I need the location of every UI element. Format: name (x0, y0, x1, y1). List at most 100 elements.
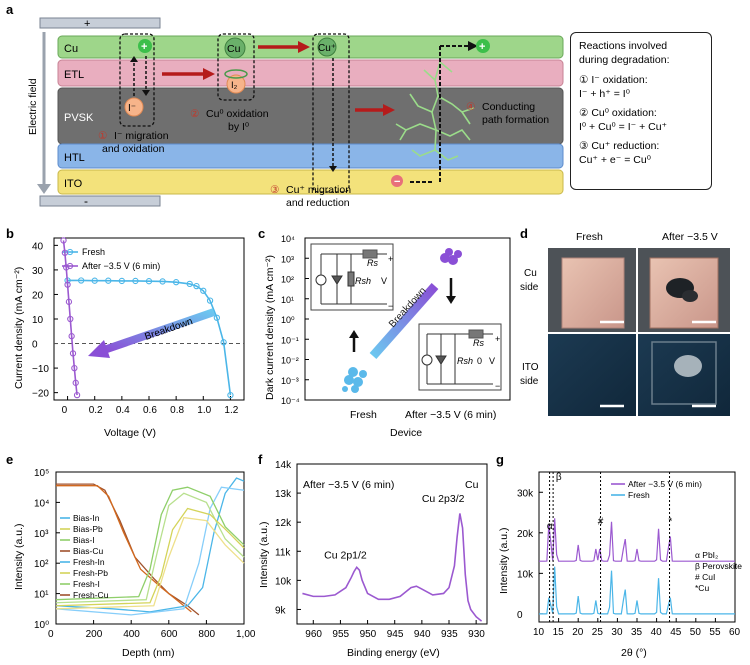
b-point (227, 391, 234, 399)
hole-sign: + (141, 41, 147, 53)
g-xtick-label: 20 (572, 627, 584, 638)
g-marker-legend: # CuI (695, 572, 715, 582)
panel-c-chart: 10⁴ 10³ 10² 10¹ 10⁰ 10⁻¹ 10⁻² 10⁻³ 10⁻⁴ Dark cur… (264, 234, 511, 439)
g-marker: * (668, 517, 672, 528)
cu-plus-atom (317, 37, 337, 57)
e-xtick-label: 800 (198, 629, 215, 640)
b-ytick-label: −20 (32, 389, 49, 400)
e-ytick-label: 10² (34, 559, 49, 570)
hole-circle-2 (476, 39, 490, 53)
b-point (118, 277, 126, 285)
bottom-electrode (39, 195, 161, 207)
b-breakdown-arrowhead (88, 340, 110, 358)
f-xtick-label: 945 (387, 629, 404, 640)
step2-num: ② (190, 108, 200, 120)
c-xcat-after: After −3.5 V (6 min) (405, 409, 496, 421)
c-fresh-cluster (342, 367, 367, 393)
g-marker: α (547, 521, 553, 532)
b-point (145, 278, 153, 285)
c2-zero: 0 (477, 356, 482, 366)
e-xtick-label: 200 (86, 629, 103, 640)
c2-rs: Rs (473, 338, 484, 348)
step2-box (217, 33, 255, 101)
b-point (60, 237, 67, 244)
reactions-box: Reactions involved during degradation: ①… (570, 32, 712, 190)
c-down-arrowhead (446, 296, 456, 304)
step4-num: ④ (466, 101, 476, 113)
hole-sign-2: + (479, 41, 485, 53)
b-point (67, 315, 74, 323)
iodide-up-arrowhead (130, 56, 138, 62)
b-xtick-label: 0.4 (116, 405, 130, 416)
c2-minus: − (495, 381, 500, 391)
d-row-ito-2: side (520, 376, 539, 387)
g-xtick-label: 45 (670, 627, 682, 638)
c2-plus: + (495, 334, 500, 344)
c-xlabel: Device (390, 427, 422, 439)
e-curve-3 (55, 486, 245, 616)
hole-down-arrowhead (142, 90, 150, 96)
c-ytick-label: 10⁰ (281, 315, 295, 325)
g-legend-label: After −3.5 V (6 min) (628, 479, 702, 489)
c-ytick-label: 10⁻² (281, 356, 299, 366)
d-col-after: After −3.5 V (662, 231, 718, 243)
f-ylabel: Intensity (a.u.) (258, 521, 270, 588)
c-ytick-label: 10⁻³ (281, 376, 299, 386)
iodide-circle (124, 97, 144, 117)
b-point (91, 277, 98, 284)
d-damage-spot-2 (682, 290, 698, 302)
g-xtick-label: 15 (553, 627, 565, 638)
c-ytick-label: 10⁴ (281, 234, 295, 244)
layer-etl (57, 59, 564, 87)
dendrite-path (395, 61, 475, 161)
g-marker: β (556, 472, 562, 483)
b-point (63, 264, 70, 271)
path-arrowhead (468, 41, 478, 51)
d-ito-outline (651, 341, 717, 405)
b-point (72, 379, 79, 386)
reaction-3-title: ③ Cu⁺ reduction: (579, 140, 660, 152)
e-xtick-label: 600 (161, 629, 178, 640)
f-ytick-label: 10k (275, 576, 292, 587)
b-ytick-label: 30 (32, 266, 44, 277)
f-ytick-label: 12k (275, 518, 292, 529)
reaction-1-title: ① I⁻ oxidation: (579, 74, 648, 86)
e-ytick-label: 10¹ (34, 590, 49, 601)
e-legend-label: Bias-Pb (73, 524, 103, 534)
e-legend-label: Fresh-Pb (73, 568, 108, 578)
cu-plus-down-arrowhead (329, 166, 337, 172)
b-series-1 (62, 240, 78, 396)
d-ito-spot (674, 355, 702, 377)
c-ytick-label: 10² (281, 275, 294, 285)
b-point (61, 249, 69, 256)
b-point (159, 278, 166, 285)
step3-text2: and reduction (286, 197, 350, 209)
c-circuit-after (418, 323, 502, 391)
g-ytick-label: 20k (517, 529, 534, 540)
b-point (64, 281, 71, 288)
i2-orbit (224, 69, 248, 79)
g-xlabel: 2θ (°) (621, 647, 647, 659)
g-marker: # (598, 517, 604, 528)
f-peak-label-1: Cu 2p1/2 (324, 550, 367, 562)
b-point (105, 277, 112, 284)
panel-label-d: d (520, 226, 528, 241)
iodide-label: I⁻ (128, 103, 136, 114)
b-point (172, 279, 180, 286)
g-marker-legend: β Perovskite (695, 561, 742, 571)
top-electrode (39, 17, 161, 29)
panel-label-c: c (258, 226, 266, 241)
step2-text2: by I⁰ (228, 121, 250, 133)
f-ytick-label: 13k (275, 489, 292, 500)
e-legend-label: Fresh-Cu (73, 590, 109, 600)
b-point (77, 277, 85, 284)
panel-a-diagram: + - Electric field Cu ETL PVSK HTL ITO +… (27, 17, 564, 209)
c2-rsh: Rsh (457, 356, 473, 366)
red-arrow-3-head (383, 104, 395, 116)
red-arrow-1-head (203, 68, 215, 80)
d-fresh-cu-electrode (561, 257, 625, 329)
e-ylabel: Intensity (a.u.) (13, 523, 25, 590)
e-xlabel: Depth (nm) (122, 647, 175, 659)
e-legend-label: Fresh-I (73, 579, 100, 589)
e-legend-label: Bias-I (73, 535, 95, 545)
